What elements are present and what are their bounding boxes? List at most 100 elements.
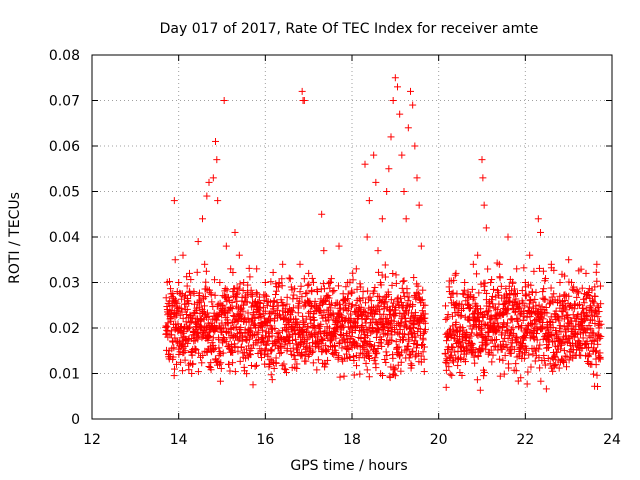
band-point [526, 303, 534, 311]
band-point [595, 317, 603, 325]
band-point [513, 289, 521, 297]
band-point [381, 273, 389, 281]
band-point [353, 285, 361, 293]
x-axis-label: GPS time / hours [290, 458, 407, 474]
band-point [349, 276, 357, 284]
band-point [313, 366, 321, 374]
y-tick-label: 0.03 [49, 276, 80, 292]
band-point [332, 328, 340, 336]
band-point [537, 377, 545, 385]
band-point [229, 349, 237, 357]
band-point [255, 293, 263, 301]
band-point [289, 337, 297, 345]
band-point [409, 301, 417, 309]
band-point [411, 329, 419, 337]
band-point [560, 358, 568, 366]
data-point [474, 251, 482, 259]
band-point [573, 293, 581, 301]
band-point [261, 291, 269, 299]
band-point [473, 376, 481, 384]
band-point [550, 266, 558, 274]
band-point [375, 326, 383, 334]
band-point [421, 326, 429, 334]
band-point [202, 278, 210, 286]
y-tick-label: 0.05 [49, 185, 80, 201]
band-point [412, 344, 420, 352]
band-point [404, 297, 412, 305]
band-point [540, 351, 548, 359]
band-point [535, 301, 543, 309]
band-point [469, 344, 477, 352]
band-point [406, 325, 414, 333]
data-point [469, 260, 477, 268]
band-point [450, 276, 458, 284]
band-point [267, 278, 275, 286]
y-tick-label: 0.08 [49, 48, 80, 64]
band-point [329, 310, 337, 318]
data-point [402, 215, 410, 223]
band-point [334, 319, 342, 327]
band-point [215, 344, 223, 352]
band-point [310, 278, 318, 286]
band-point [192, 346, 200, 354]
data-point [372, 178, 380, 186]
band-point [215, 336, 223, 344]
band-point [388, 331, 396, 339]
band-point [317, 320, 325, 328]
band-point [280, 360, 288, 368]
band-point [183, 305, 191, 313]
band-point [489, 300, 497, 308]
band-point [262, 341, 270, 349]
band-point [504, 305, 512, 313]
band-point [227, 341, 235, 349]
band-point [363, 366, 371, 374]
band-point [397, 319, 405, 327]
band-point [562, 306, 570, 314]
band-point [344, 345, 352, 353]
band-point [483, 311, 491, 319]
band-point [260, 351, 268, 359]
data-point [270, 297, 278, 305]
band-point [352, 342, 360, 350]
band-point [510, 345, 518, 353]
band-point [296, 288, 304, 296]
band-point [315, 344, 323, 352]
band-point [366, 354, 374, 362]
band-point [381, 356, 389, 364]
band-point [219, 339, 227, 347]
band-point [513, 317, 521, 325]
band-point [228, 298, 236, 306]
band-point [465, 315, 473, 323]
band-point [343, 295, 351, 303]
band-point [547, 284, 555, 292]
band-point [395, 343, 403, 351]
data-point [213, 156, 221, 164]
band-point [273, 330, 281, 338]
band-point [395, 352, 403, 360]
band-point [231, 368, 239, 376]
band-point [501, 352, 509, 360]
data-point [212, 137, 219, 145]
data-point [582, 269, 590, 277]
band-point [274, 283, 282, 291]
band-point [184, 336, 192, 344]
band-point [198, 359, 206, 367]
band-point [535, 264, 543, 272]
band-point [468, 325, 476, 333]
band-point [345, 299, 353, 307]
band-point [398, 336, 406, 344]
band-point [180, 293, 188, 301]
band-point [411, 309, 419, 317]
band-point [467, 332, 475, 340]
band-point [459, 290, 467, 298]
band-point [411, 337, 419, 345]
band-point [512, 333, 520, 341]
data-point [220, 97, 228, 104]
band-point [206, 332, 214, 340]
band-point [554, 313, 562, 321]
y-tick-label: 0.07 [49, 94, 80, 110]
band-point [236, 357, 244, 365]
band-point [389, 354, 397, 362]
band-point [277, 349, 285, 357]
band-point [256, 299, 264, 307]
